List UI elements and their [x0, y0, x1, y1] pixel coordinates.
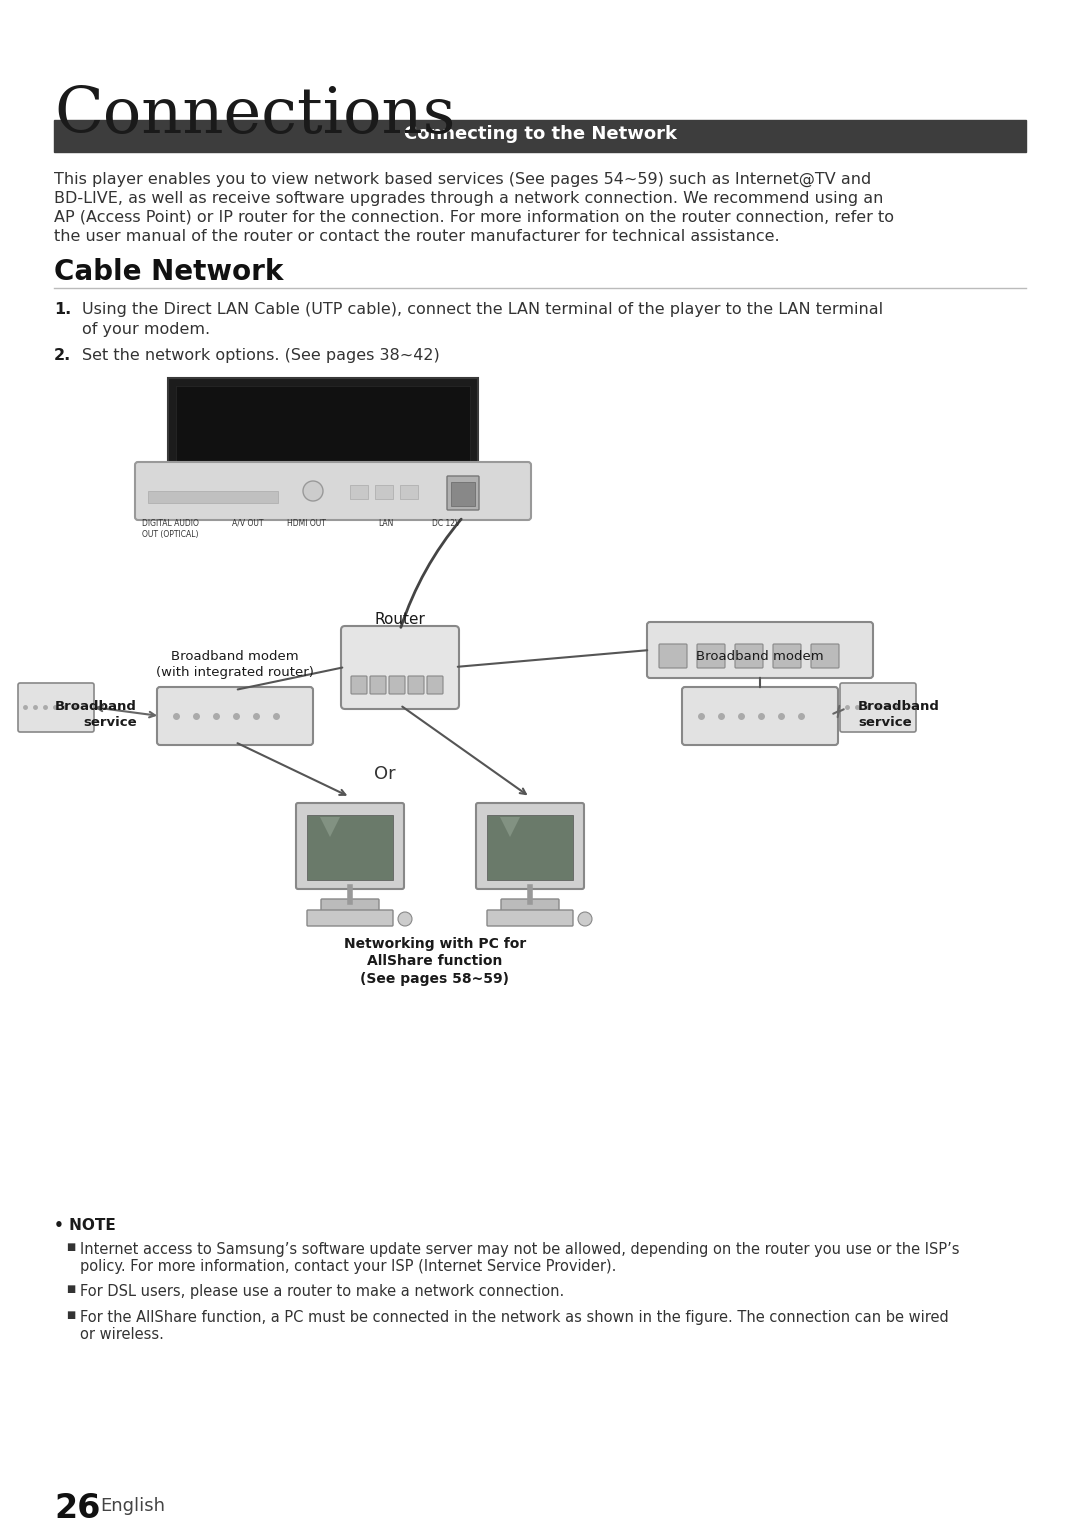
Bar [307, 815, 393, 879]
Text: Broadband
service: Broadband service [858, 700, 940, 729]
FancyBboxPatch shape [135, 463, 531, 519]
Text: HDMI OUT: HDMI OUT [286, 519, 325, 529]
FancyBboxPatch shape [659, 643, 687, 668]
FancyBboxPatch shape [321, 899, 379, 912]
Text: Broadband modem
(with integrated router): Broadband modem (with integrated router) [157, 650, 314, 679]
FancyBboxPatch shape [389, 676, 405, 694]
Text: For the AllShare function, a PC must be connected in the network as shown in the: For the AllShare function, a PC must be … [80, 1310, 948, 1325]
Bar [451, 483, 475, 506]
Bar [350, 486, 368, 499]
Text: For DSL users, please use a router to make a network connection.: For DSL users, please use a router to ma… [80, 1284, 564, 1299]
Polygon shape [500, 817, 519, 836]
FancyBboxPatch shape [351, 676, 367, 694]
Text: Connecting to the Network: Connecting to the Network [404, 126, 676, 142]
Bar [54, 119, 1026, 152]
Text: English: English [100, 1497, 165, 1515]
FancyBboxPatch shape [487, 910, 573, 925]
Text: LAN: LAN [378, 519, 394, 529]
Text: AP (Access Point) or IP router for the connection. For more information on the r: AP (Access Point) or IP router for the c… [54, 210, 894, 225]
FancyBboxPatch shape [370, 676, 386, 694]
Bar [168, 378, 478, 483]
Text: Connections: Connections [54, 84, 456, 146]
FancyBboxPatch shape [296, 803, 404, 889]
Circle shape [578, 912, 592, 925]
Text: BD-LIVE, as well as receive software upgrades through a network connection. We r: BD-LIVE, as well as receive software upg… [54, 192, 883, 205]
FancyBboxPatch shape [476, 803, 584, 889]
Text: of your modem.: of your modem. [82, 322, 211, 337]
Text: Set the network options. (See pages 38~42): Set the network options. (See pages 38~4… [82, 348, 440, 363]
Text: Networking with PC for
AllShare function
(See pages 58~59): Networking with PC for AllShare function… [343, 938, 526, 985]
Text: policy. For more information, contact your ISP (Internet Service Provider).: policy. For more information, contact yo… [80, 1259, 617, 1275]
Text: 1.: 1. [54, 302, 71, 317]
Text: A/V OUT: A/V OUT [232, 519, 264, 529]
Text: 2.: 2. [54, 348, 71, 363]
Bar [375, 486, 393, 499]
Text: Using the Direct LAN Cable (UTP cable), connect the LAN terminal of the player t: Using the Direct LAN Cable (UTP cable), … [82, 302, 883, 317]
FancyBboxPatch shape [811, 643, 839, 668]
Text: or wireless.: or wireless. [80, 1327, 164, 1342]
FancyBboxPatch shape [18, 683, 94, 732]
FancyBboxPatch shape [840, 683, 916, 732]
Bar [487, 815, 573, 879]
FancyBboxPatch shape [408, 676, 424, 694]
Text: Broadband modem: Broadband modem [697, 650, 824, 663]
FancyBboxPatch shape [735, 643, 762, 668]
Text: ■: ■ [66, 1310, 76, 1321]
Bar [400, 486, 418, 499]
Text: Cable Network: Cable Network [54, 257, 283, 286]
Bar [148, 490, 278, 502]
Circle shape [399, 912, 411, 925]
Text: DC 12V: DC 12V [432, 519, 460, 529]
Circle shape [303, 481, 323, 501]
Text: the user manual of the router or contact the router manufacturer for technical a: the user manual of the router or contact… [54, 228, 780, 244]
Bar [176, 386, 470, 475]
FancyBboxPatch shape [697, 643, 725, 668]
Text: DIGITAL AUDIO
OUT (OPTICAL): DIGITAL AUDIO OUT (OPTICAL) [141, 519, 199, 539]
Text: Router: Router [375, 611, 426, 627]
Text: • NOTE: • NOTE [54, 1218, 116, 1233]
FancyBboxPatch shape [427, 676, 443, 694]
FancyBboxPatch shape [647, 622, 873, 679]
FancyBboxPatch shape [307, 910, 393, 925]
Text: Internet access to Samsung’s software update server may not be allowed, dependin: Internet access to Samsung’s software up… [80, 1242, 959, 1256]
Text: Broadband
service: Broadband service [55, 700, 137, 729]
Text: 26: 26 [54, 1492, 100, 1524]
FancyBboxPatch shape [501, 899, 559, 912]
FancyBboxPatch shape [447, 476, 480, 510]
Text: ■: ■ [66, 1242, 76, 1252]
FancyBboxPatch shape [773, 643, 801, 668]
Text: Or: Or [374, 764, 395, 783]
Polygon shape [320, 817, 340, 836]
Text: ■: ■ [66, 1284, 76, 1295]
FancyBboxPatch shape [341, 627, 459, 709]
FancyBboxPatch shape [157, 686, 313, 745]
Text: This player enables you to view network based services (See pages 54~59) such as: This player enables you to view network … [54, 172, 872, 187]
FancyBboxPatch shape [681, 686, 838, 745]
